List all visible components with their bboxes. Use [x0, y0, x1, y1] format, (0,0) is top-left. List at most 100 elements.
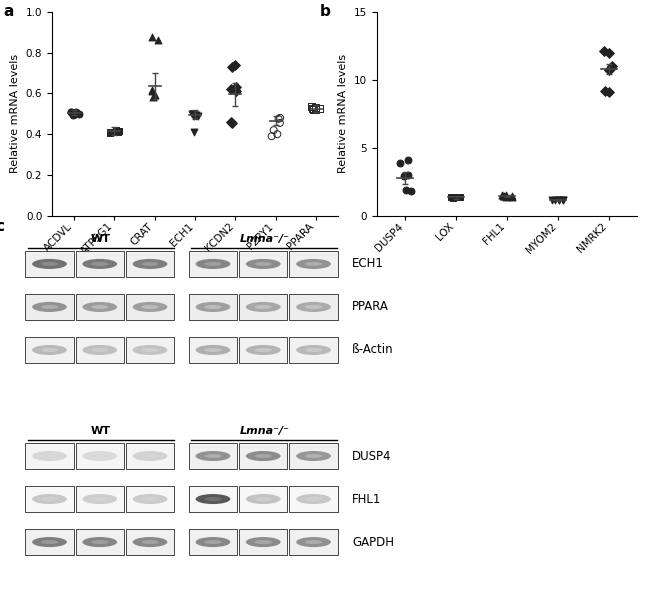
- Bar: [239, 486, 287, 512]
- Ellipse shape: [255, 348, 272, 352]
- Ellipse shape: [196, 302, 230, 312]
- Point: [146, 87, 157, 96]
- Point: [192, 111, 203, 121]
- Ellipse shape: [91, 454, 109, 458]
- Bar: [126, 251, 174, 277]
- Ellipse shape: [41, 305, 58, 309]
- Point: [66, 107, 76, 116]
- Ellipse shape: [83, 345, 117, 355]
- Ellipse shape: [305, 497, 322, 501]
- Bar: [289, 294, 337, 320]
- Ellipse shape: [305, 305, 322, 309]
- Point: [226, 117, 237, 126]
- Point: [231, 83, 242, 92]
- Ellipse shape: [204, 497, 222, 501]
- Point: [310, 105, 320, 115]
- Bar: [126, 294, 174, 320]
- Ellipse shape: [255, 262, 272, 266]
- Bar: [289, 529, 337, 556]
- Ellipse shape: [246, 537, 281, 547]
- Point: [187, 109, 197, 119]
- Point: [70, 109, 81, 119]
- Point: [315, 104, 325, 113]
- Point: [191, 110, 202, 119]
- Ellipse shape: [83, 302, 117, 312]
- Point: [448, 193, 458, 203]
- Ellipse shape: [41, 540, 58, 544]
- Ellipse shape: [246, 302, 281, 312]
- Ellipse shape: [296, 537, 331, 547]
- Point: [188, 109, 198, 119]
- Ellipse shape: [141, 497, 159, 501]
- Ellipse shape: [133, 451, 168, 461]
- Bar: [289, 443, 337, 469]
- Bar: [239, 294, 287, 320]
- Point: [275, 118, 285, 128]
- Point: [307, 104, 317, 113]
- Point: [453, 192, 463, 202]
- Ellipse shape: [41, 454, 58, 458]
- Ellipse shape: [204, 540, 222, 544]
- Point: [147, 33, 157, 42]
- Bar: [289, 486, 337, 512]
- Text: Lmna⁻/⁻: Lmna⁻/⁻: [239, 234, 289, 244]
- Text: Lmna⁻/⁻: Lmna⁻/⁻: [239, 426, 289, 436]
- Point: [68, 111, 78, 120]
- Point: [275, 113, 285, 122]
- Bar: [289, 251, 337, 277]
- Ellipse shape: [255, 454, 272, 458]
- Ellipse shape: [246, 494, 281, 504]
- Point: [188, 109, 198, 119]
- Point: [500, 190, 511, 199]
- Point: [451, 193, 462, 202]
- Bar: [126, 486, 174, 512]
- Ellipse shape: [255, 305, 272, 309]
- Ellipse shape: [83, 259, 117, 269]
- Text: GAPDH: GAPDH: [352, 535, 395, 548]
- Ellipse shape: [91, 262, 109, 266]
- Point: [606, 63, 616, 72]
- Point: [599, 47, 610, 56]
- Bar: [25, 337, 73, 363]
- Point: [189, 110, 200, 119]
- Bar: [189, 251, 237, 277]
- Ellipse shape: [246, 451, 281, 461]
- Point: [604, 87, 614, 97]
- Ellipse shape: [141, 454, 159, 458]
- Point: [150, 90, 160, 100]
- Bar: [189, 294, 237, 320]
- Ellipse shape: [204, 454, 222, 458]
- Text: a: a: [3, 4, 14, 19]
- Y-axis label: Relative mRNA levels: Relative mRNA levels: [339, 54, 348, 173]
- Point: [501, 192, 512, 202]
- Point: [189, 111, 200, 121]
- Ellipse shape: [83, 537, 117, 547]
- Bar: [75, 294, 124, 320]
- Ellipse shape: [32, 345, 67, 355]
- Point: [227, 118, 237, 128]
- Ellipse shape: [141, 540, 159, 544]
- Ellipse shape: [133, 537, 168, 547]
- Point: [547, 196, 557, 205]
- Point: [402, 170, 413, 180]
- Point: [400, 185, 411, 194]
- Point: [395, 158, 405, 167]
- Point: [114, 126, 124, 136]
- Ellipse shape: [204, 348, 222, 352]
- Point: [274, 114, 284, 124]
- Bar: [289, 337, 337, 363]
- Ellipse shape: [91, 305, 109, 309]
- Ellipse shape: [255, 497, 272, 501]
- Text: WT: WT: [91, 426, 111, 436]
- Point: [507, 191, 517, 201]
- Text: PPARA: PPARA: [352, 300, 389, 313]
- Ellipse shape: [246, 259, 281, 269]
- Bar: [25, 486, 73, 512]
- Ellipse shape: [305, 454, 322, 458]
- Bar: [126, 443, 174, 469]
- Point: [600, 86, 610, 95]
- Point: [105, 128, 115, 137]
- Point: [403, 155, 413, 165]
- Point: [146, 86, 157, 95]
- Ellipse shape: [196, 451, 230, 461]
